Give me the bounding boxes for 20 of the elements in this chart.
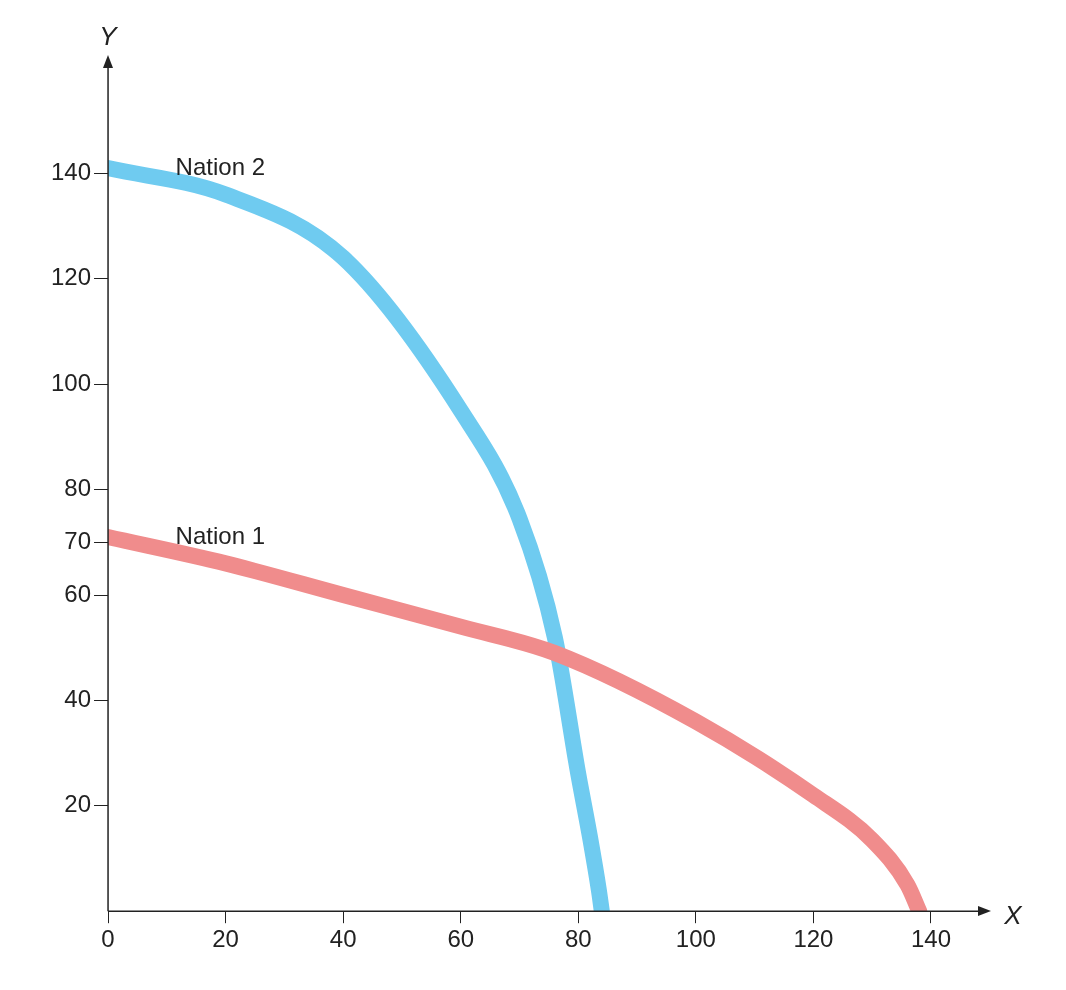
- x-tick-label: 80: [564, 925, 592, 953]
- y-tick-label: 40: [64, 685, 92, 713]
- y-tick-label: 20: [64, 790, 92, 818]
- x-tick-label: 40: [329, 925, 357, 953]
- x-tick-label: 60: [447, 925, 475, 953]
- y-tick-label: 70: [64, 526, 92, 554]
- y-tick-label: 120: [51, 263, 92, 291]
- x-tick-label: 20: [212, 925, 239, 953]
- x-axis-title: X: [1003, 900, 1024, 931]
- y-tick-label: 140: [51, 158, 92, 186]
- x-tick-label: 140: [910, 925, 951, 953]
- x-tick-label: 100: [675, 925, 716, 953]
- x-tick-label: 0: [101, 925, 115, 953]
- y-axis-title: Y: [99, 21, 119, 52]
- y-tick-label: 60: [64, 579, 92, 607]
- y-tick-label: 100: [51, 368, 92, 396]
- series-label: Nation 2: [175, 153, 265, 181]
- y-tick-label: 80: [64, 474, 92, 502]
- series-label: Nation 1: [175, 522, 265, 550]
- x-tick-label: 120: [793, 925, 834, 953]
